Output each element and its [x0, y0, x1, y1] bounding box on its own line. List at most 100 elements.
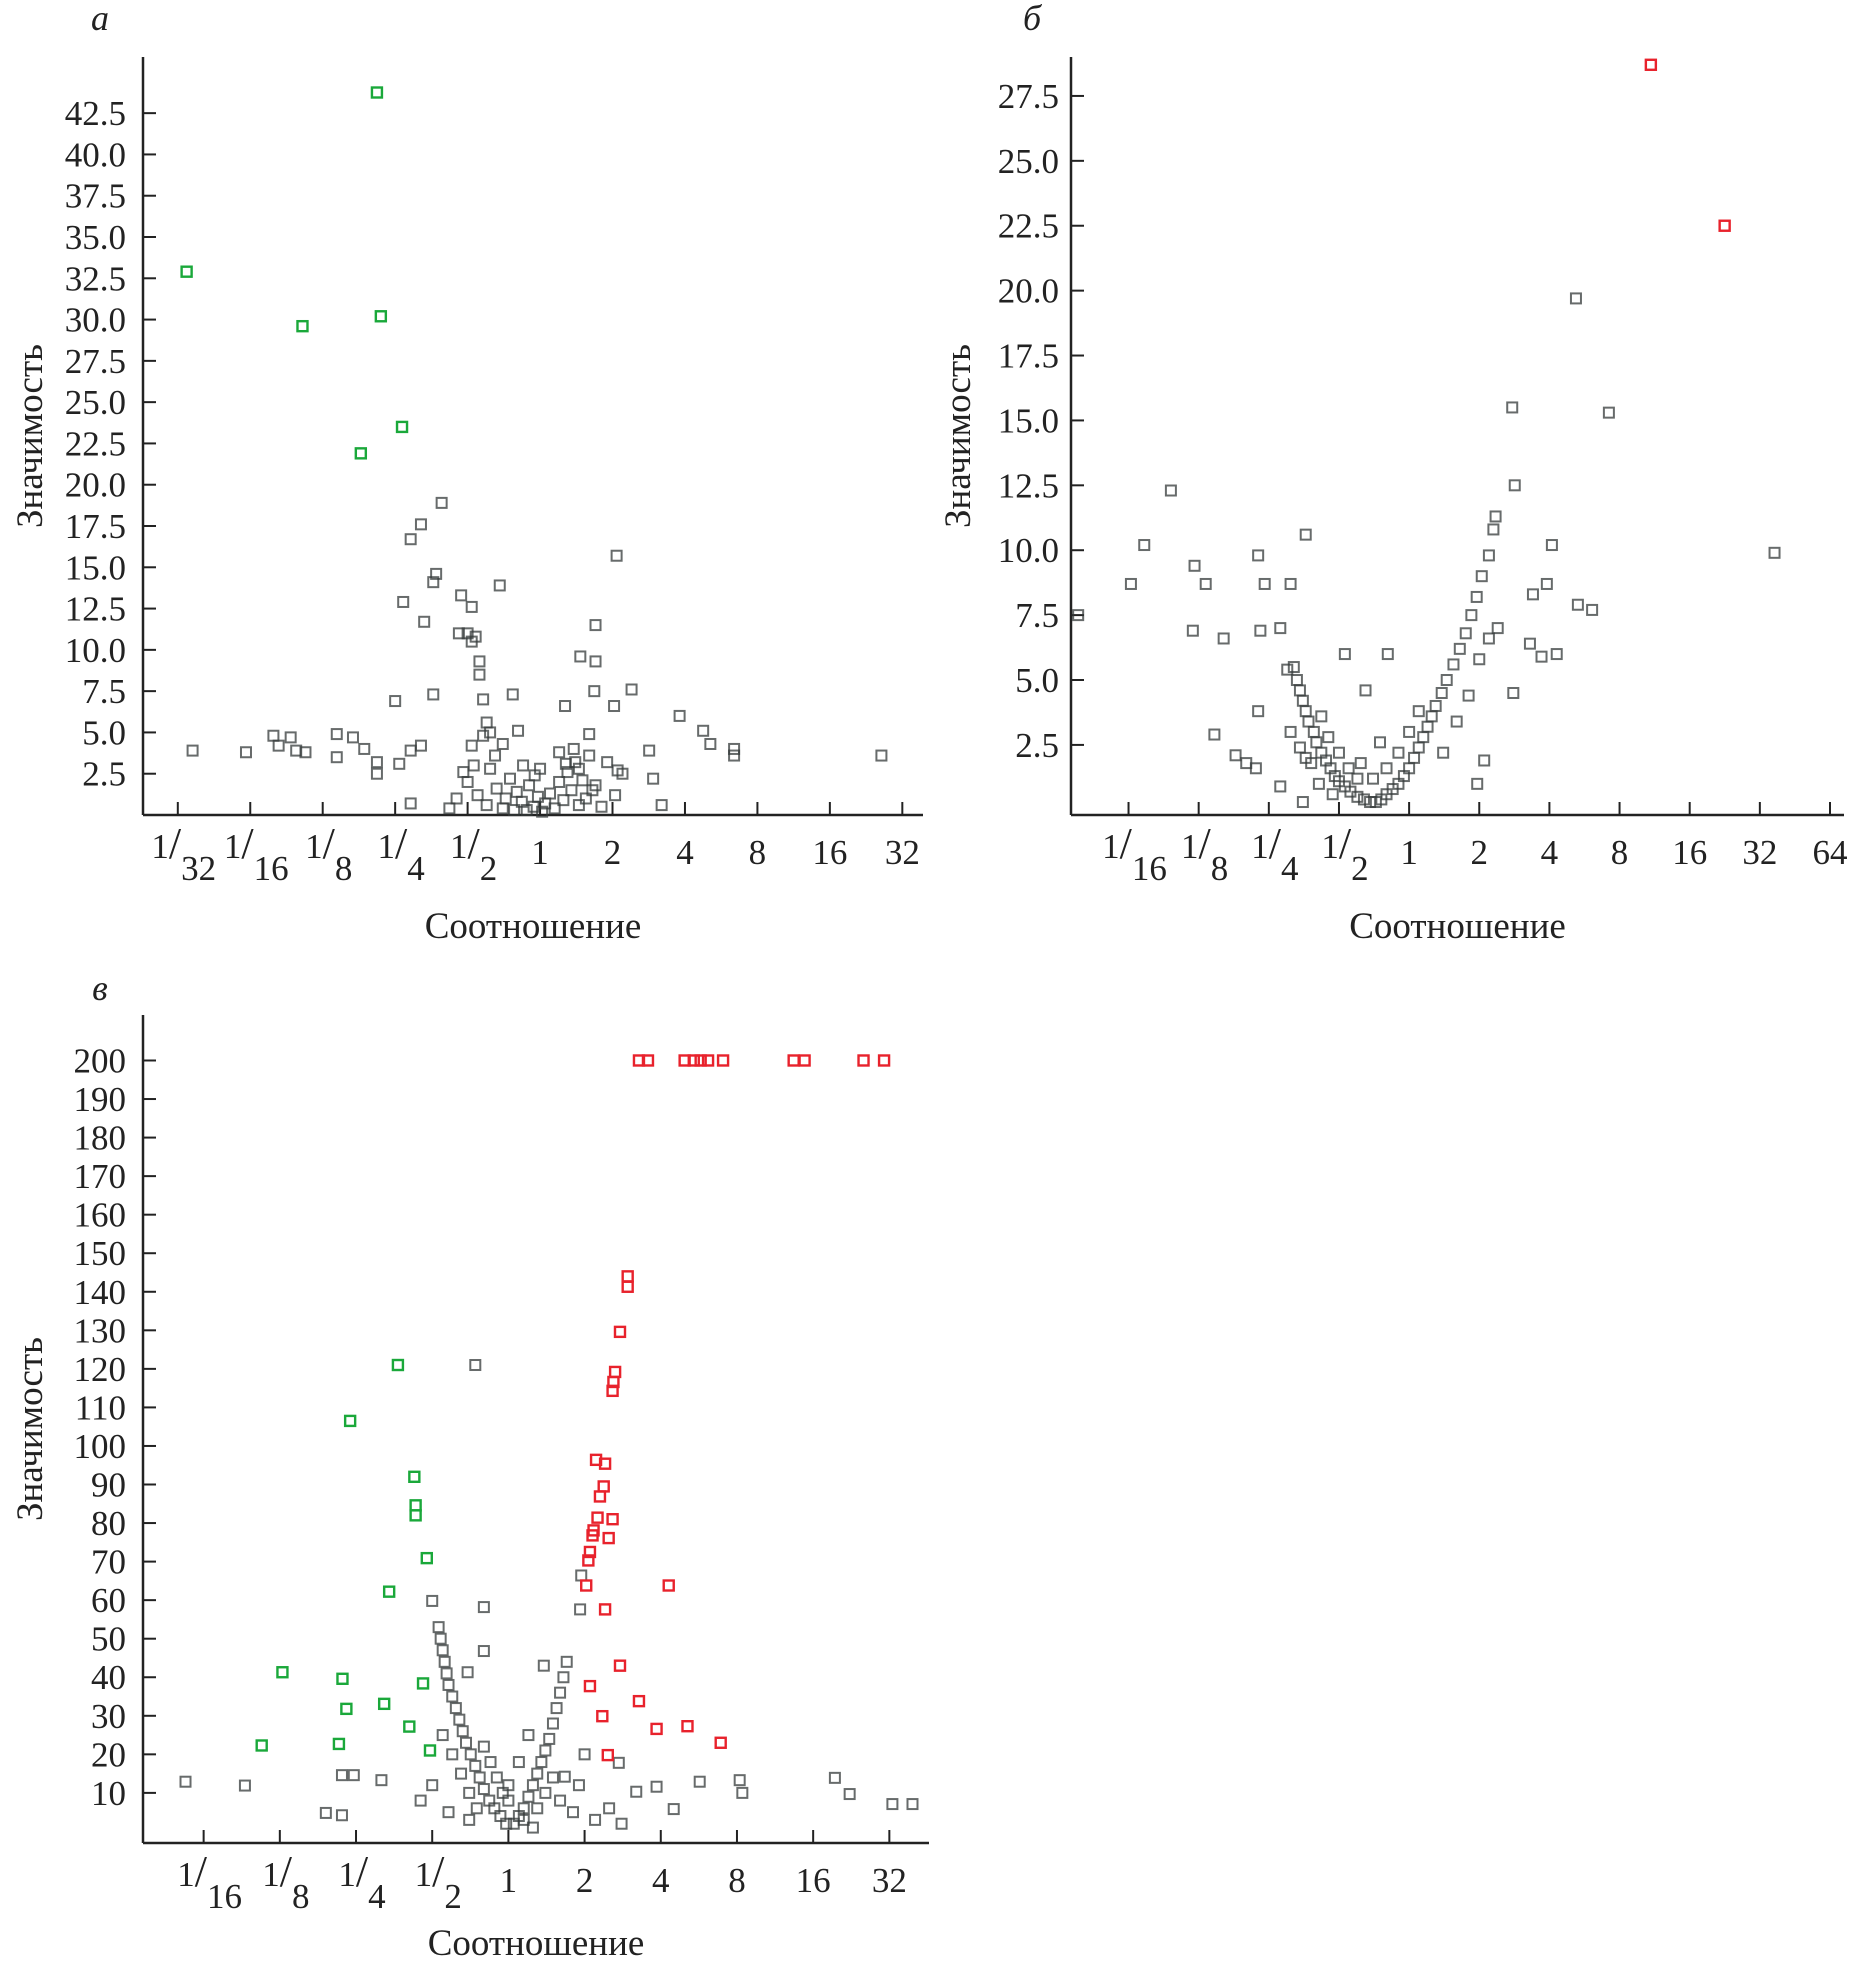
data-point — [1403, 725, 1416, 738]
data-point — [409, 1509, 422, 1522]
data-point — [1425, 710, 1438, 723]
y-tick-label: 30.0 — [65, 301, 126, 340]
y-tick-label: 37.5 — [65, 177, 126, 216]
data-point — [1447, 658, 1460, 671]
y-tick-label: 27.5 — [998, 77, 1059, 116]
x-tick-label: 1 — [531, 833, 549, 872]
x-tick-label: 16 — [812, 833, 847, 872]
x-tick-label: 8 — [749, 833, 767, 872]
data-point — [1465, 609, 1478, 622]
x-tick-label: 2 — [604, 833, 622, 872]
data-point — [1768, 546, 1781, 559]
data-point — [641, 1054, 655, 1067]
data-point — [404, 533, 417, 546]
data-point — [565, 784, 578, 797]
data-point — [332, 1737, 346, 1751]
data-point — [591, 1511, 604, 1524]
y-tick-label: 5.0 — [1015, 661, 1059, 700]
data-point — [697, 724, 710, 737]
data-point — [1293, 684, 1306, 697]
data-point — [330, 728, 343, 741]
data-point — [536, 805, 549, 818]
data-point — [1550, 648, 1563, 661]
data-point — [598, 1603, 612, 1616]
data-point — [693, 1775, 706, 1788]
data-point — [1478, 754, 1491, 767]
data-point — [284, 731, 297, 744]
data-point — [1208, 728, 1221, 741]
x-tick-label: 16 — [796, 1861, 831, 1900]
data-point — [687, 1054, 700, 1067]
data-point — [593, 1490, 607, 1503]
data-point — [517, 759, 530, 772]
data-point — [443, 802, 456, 815]
data-point — [389, 695, 402, 708]
data-point — [464, 1748, 477, 1761]
data-point — [1299, 705, 1312, 718]
data-point — [1437, 746, 1450, 759]
data-point — [583, 1545, 597, 1559]
data-point — [493, 579, 506, 592]
data-point — [414, 1794, 427, 1807]
panel-1: 2.55.07.510.012.515.017.520.022.525.027.… — [10, 0, 923, 947]
y-tick-label: 17.5 — [998, 337, 1059, 376]
data-point — [531, 790, 544, 803]
data-point — [393, 757, 406, 770]
data-point — [559, 700, 572, 713]
x-axis-title: Соотношение — [428, 1923, 645, 1964]
y-tick-label: 100 — [74, 1427, 127, 1466]
data-point — [608, 1365, 622, 1379]
x-tick-label: 1/16 — [1102, 819, 1167, 888]
data-point — [506, 688, 519, 701]
data-point — [239, 746, 252, 759]
data-point — [632, 1694, 646, 1708]
data-point — [667, 1803, 680, 1816]
data-point — [455, 589, 468, 602]
data-point — [440, 1667, 453, 1680]
data-point — [1526, 588, 1539, 601]
data-point — [496, 802, 509, 815]
data-point — [613, 1659, 627, 1672]
data-point — [347, 1769, 360, 1782]
y-tick-label: 20.0 — [998, 272, 1059, 311]
data-point — [370, 756, 383, 769]
y-tick-label: 130 — [74, 1311, 127, 1350]
data-point — [621, 1270, 634, 1283]
data-point — [546, 1771, 559, 1784]
data-point — [606, 1513, 619, 1526]
data-point — [397, 595, 410, 608]
data-point — [1252, 705, 1265, 718]
data-point — [427, 688, 440, 701]
data-point — [553, 746, 566, 759]
data-point — [1602, 406, 1615, 419]
y-tick-label: 80 — [91, 1504, 126, 1543]
data-point — [416, 1677, 430, 1690]
y-tick-label: 120 — [74, 1350, 127, 1389]
data-point — [595, 800, 608, 813]
y-tick-label: 22.5 — [65, 424, 126, 463]
data-point — [1164, 484, 1177, 497]
data-point — [798, 1054, 811, 1067]
y-tick-label: 15.0 — [65, 548, 126, 587]
data-point — [299, 746, 312, 759]
x-tick-label: 4 — [652, 1861, 670, 1900]
data-point — [567, 742, 580, 755]
data-point — [553, 775, 566, 788]
data-point — [436, 1644, 449, 1657]
series-up-regulated — [580, 1054, 891, 1762]
data-point — [404, 797, 417, 810]
data-point — [484, 1756, 497, 1769]
data-point — [704, 737, 717, 750]
data-point — [267, 729, 280, 742]
data-point — [1296, 796, 1309, 809]
y-tick-label: 15.0 — [998, 401, 1059, 440]
data-point — [535, 1756, 548, 1769]
y-tick-label: 160 — [74, 1196, 127, 1235]
x-tick-label: 1 — [1400, 833, 1418, 872]
data-point — [567, 1806, 580, 1819]
data-point — [238, 1779, 251, 1792]
data-point — [1254, 624, 1267, 637]
data-point — [616, 767, 629, 780]
data-point — [1540, 577, 1553, 590]
y-tick-label: 170 — [74, 1157, 127, 1196]
